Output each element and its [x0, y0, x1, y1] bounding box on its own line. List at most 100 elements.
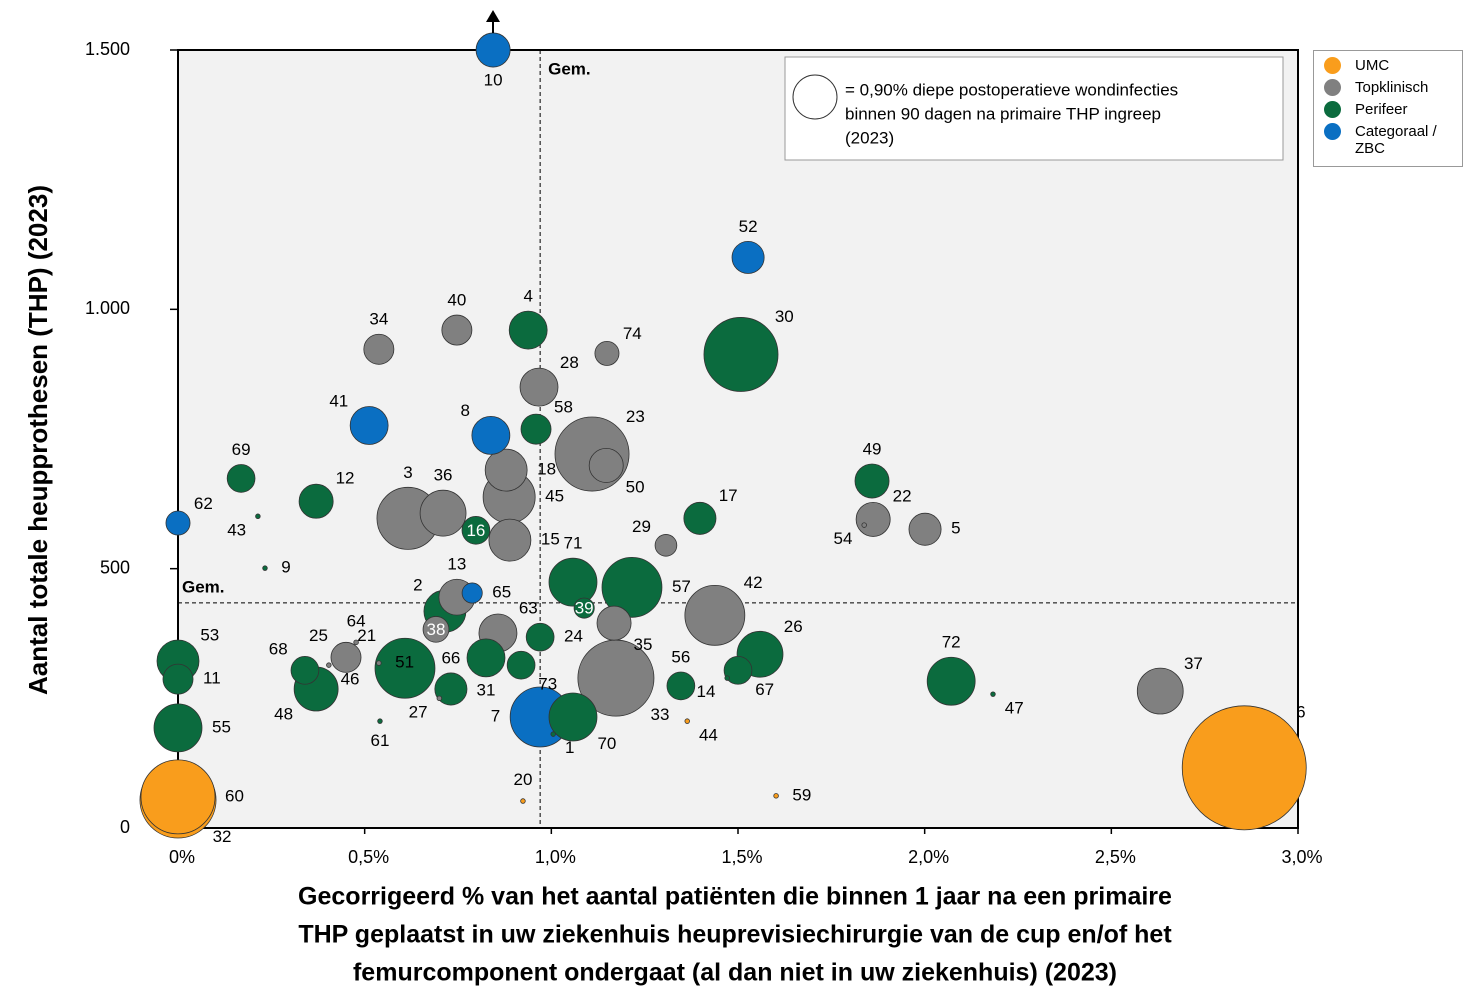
legend-label: Topklinisch: [1355, 79, 1429, 96]
x-tick-label: 1,5%: [721, 847, 762, 867]
point-label: 25: [309, 626, 328, 645]
bubble: [773, 793, 779, 799]
point-label: 24: [564, 627, 583, 646]
plot-area: [177, 49, 1299, 829]
bubble: [548, 557, 598, 607]
point-label: 71: [564, 534, 583, 553]
point-label: 52: [739, 217, 758, 236]
point-label: 40: [447, 291, 466, 310]
bubble: [165, 510, 191, 536]
point-label: 54: [834, 529, 853, 548]
bubble: [419, 489, 467, 537]
bubble: [377, 718, 383, 724]
legend-swatch: [1324, 101, 1341, 118]
bubble: [422, 616, 450, 643]
off-scale-arrowhead: [486, 10, 500, 22]
point-label: 9: [281, 558, 290, 577]
point-label: 22: [893, 487, 912, 506]
bubble: [436, 695, 443, 702]
legend-swatch: [1324, 57, 1341, 74]
bubble: [353, 639, 359, 646]
x-tick-label: 0,5%: [348, 847, 389, 867]
bubble: [488, 518, 532, 562]
point-label: 35: [634, 635, 653, 654]
x-tick-label: 2,5%: [1095, 847, 1136, 867]
point-label: 17: [719, 486, 738, 505]
point-label: 21: [357, 626, 376, 645]
bubble: [461, 515, 491, 545]
point-label: 27: [409, 702, 428, 721]
point-label: 56: [671, 647, 690, 666]
point-label: 55: [212, 717, 231, 736]
point-label: 3: [403, 463, 412, 482]
point-labels: 6323360233034257217457172705536372648181…: [194, 71, 1306, 846]
x-tick-label: 2,0%: [908, 847, 949, 867]
point-label: 2: [413, 575, 422, 594]
point-label: 51: [395, 653, 414, 672]
point-label: 16: [466, 521, 485, 540]
point-label: 5: [951, 519, 960, 538]
point-label: 61: [371, 731, 390, 750]
bubble: [290, 656, 320, 685]
point-label: 57: [672, 577, 691, 596]
bubble: [520, 798, 526, 804]
point-label: 31: [477, 680, 496, 699]
point-label: 10: [484, 71, 503, 90]
bubble: [861, 522, 867, 528]
bubble: [594, 340, 620, 366]
y-tick-label: 1.500: [85, 39, 130, 59]
bubble: [990, 691, 996, 697]
bubble: [153, 703, 203, 753]
point-label: 11: [203, 669, 221, 688]
bubble: [596, 605, 632, 641]
y-tick-label: 0: [120, 817, 130, 837]
point-label: 29: [632, 517, 651, 536]
point-label: 4: [523, 287, 532, 306]
bubble: [330, 641, 362, 673]
point-label: 26: [784, 617, 803, 636]
bubble: [855, 501, 891, 537]
x-axis-title: Gecorrigeerd % van het aantal patiënten …: [298, 883, 1172, 911]
bubble: [550, 731, 556, 737]
bubble: [508, 310, 548, 350]
point-label: 66: [441, 648, 460, 667]
point-label: 74: [623, 324, 642, 343]
point-label: 46: [341, 669, 360, 688]
size-legend-text: = 0,90% diepe postoperatieve wondinfecti…: [845, 80, 1178, 99]
bubble: [326, 662, 332, 668]
bubble: [908, 512, 942, 546]
y-tick-label: 500: [100, 557, 130, 577]
bubble: [484, 448, 528, 492]
point-label: 44: [699, 725, 718, 744]
bubble: [573, 597, 595, 619]
bubble: [854, 463, 890, 499]
bubble: [654, 534, 678, 557]
bubble: [723, 656, 753, 685]
point-label: 30: [775, 307, 794, 326]
point-label: 47: [1005, 698, 1024, 717]
size-legend-text: (2023): [845, 128, 894, 147]
point-label: 45: [545, 487, 564, 506]
point-label: 39: [575, 599, 594, 618]
point-label: 28: [560, 353, 579, 372]
point-label: 53: [200, 625, 219, 644]
bubble: [519, 367, 559, 407]
point-label: 65: [492, 583, 511, 602]
point-label: 43: [227, 520, 246, 539]
bubble: [1181, 705, 1307, 831]
legend-label: Perifeer: [1355, 101, 1408, 118]
bubble: [601, 556, 663, 618]
point-label: 32: [213, 827, 232, 846]
size-legend-bubble: [792, 74, 838, 120]
point-label: 70: [597, 734, 616, 753]
mean-label: Gem.: [182, 577, 225, 596]
point-label: 50: [626, 477, 645, 496]
y-tick-label: 1.000: [85, 298, 130, 318]
bubble: [349, 406, 389, 445]
legend-label: Categoraal / ZBC: [1355, 123, 1437, 157]
point-label: 18: [537, 460, 556, 479]
bubble: [724, 675, 730, 681]
point-label: 1: [565, 738, 574, 757]
bubble: [703, 317, 779, 392]
